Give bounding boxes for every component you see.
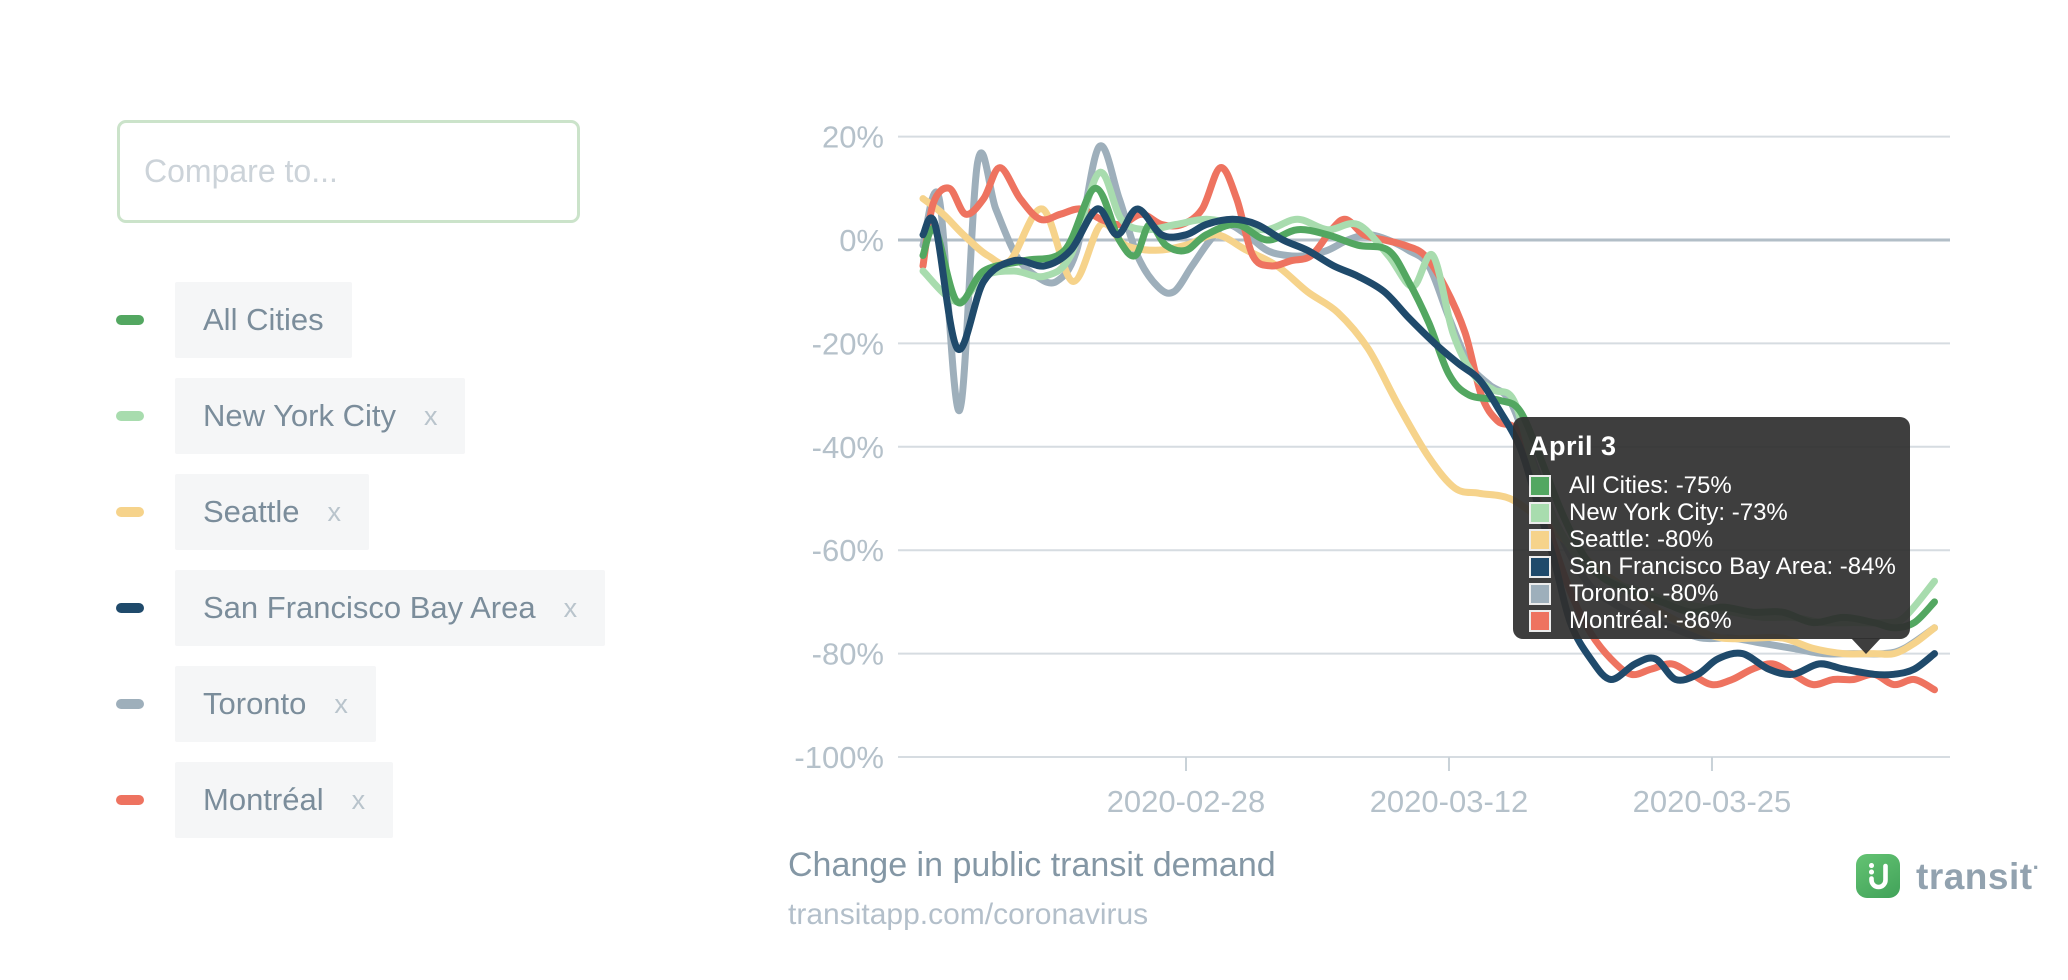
tooltip-swatch-icon-san-francisco-bay-area <box>1529 555 1551 578</box>
trademark-dot: · <box>2032 854 2041 880</box>
legend-chip-all-cities[interactable]: All Cities <box>175 282 352 358</box>
y-axis-label--40: -40% <box>812 430 884 465</box>
tooltip-value-seattle: Seattle: -80% <box>1569 526 1714 553</box>
tooltip-value-toronto: Toronto: -80% <box>1569 580 1719 607</box>
tooltip-row-toronto: Toronto: -80% <box>1525 580 1896 607</box>
tooltip-row-all-cities: All Cities: -75% <box>1525 472 1896 499</box>
chart-tooltip: April 3 All Cities: -75% New York City: -… <box>1513 417 1910 654</box>
legend-dash-icon-montr-al <box>116 795 144 805</box>
tooltip-value-all-cities: All Cities: -75% <box>1569 472 1732 499</box>
x-axis-label-2020-03-25: 2020-03-25 <box>1633 784 1792 819</box>
tooltip-row-montr-al: Montréal: -86% <box>1525 607 1896 634</box>
legend-chip-montr-al[interactable]: Montréal x <box>175 762 394 838</box>
tooltip-value-san-francisco-bay-area: San Francisco Bay Area: -84% <box>1569 553 1896 580</box>
legend-label-toronto: Toronto <box>203 686 307 721</box>
legend-chip-san-francisco-bay-area[interactable]: San Francisco Bay Area x <box>175 570 606 646</box>
tooltip-swatch-icon-new-york-city <box>1529 501 1551 524</box>
tooltip-swatch-icon-all-cities <box>1529 474 1551 497</box>
tooltip-row-san-francisco-bay-area: San Francisco Bay Area: -84% <box>1525 553 1896 580</box>
tooltip-value-montr-al: Montréal: -86% <box>1569 607 1732 634</box>
remove-city-button-san-francisco-bay-area[interactable]: x <box>563 592 578 623</box>
legend-dash-icon-all-cities <box>116 315 144 325</box>
legend-dash-icon-toronto <box>116 699 144 709</box>
remove-city-button-toronto[interactable]: x <box>334 688 348 719</box>
remove-city-button-montr-al[interactable]: x <box>351 784 366 815</box>
legend-chip-toronto[interactable]: Toronto x <box>175 666 376 742</box>
tooltip-row-new-york-city: New York City: -73% <box>1525 499 1896 526</box>
legend-label-san-francisco-bay-area: San Francisco Bay Area <box>203 590 536 625</box>
legend-label-montr-al: Montréal <box>203 782 324 817</box>
legend-dash-icon-seattle <box>116 507 144 517</box>
transit-brand: transit· <box>1856 854 2040 898</box>
legend-dash-icon-san-francisco-bay-area <box>116 603 144 613</box>
tooltip-date: April 3 <box>1529 431 1617 461</box>
y-axis-label--100: -100% <box>794 740 884 775</box>
legend-chip-seattle[interactable]: Seattle x <box>175 474 370 550</box>
y-axis-label-0: 0% <box>839 223 884 258</box>
y-axis-label--80: -80% <box>812 637 884 672</box>
chart-caption: Change in public transit demand <box>788 846 1276 884</box>
legend-dash-icon-new-york-city <box>116 411 144 421</box>
tooltip-swatch-icon-montr-al <box>1529 609 1551 632</box>
y-axis-label--60: -60% <box>812 533 884 568</box>
x-axis-label-2020-02-28: 2020-02-28 <box>1107 784 1266 819</box>
tooltip-rows: All Cities: -75% New York City: -73% Seatt… <box>1525 472 1896 634</box>
chart-source-url: transitapp.com/coronavirus <box>788 898 1149 931</box>
y-axis-label--20: -20% <box>812 326 884 361</box>
tooltip-row-seattle: Seattle: -80% <box>1525 526 1896 553</box>
tooltip-swatch-icon-toronto <box>1529 582 1551 605</box>
remove-city-button-seattle[interactable]: x <box>327 496 342 527</box>
legend-chip-new-york-city[interactable]: New York City x <box>175 378 466 454</box>
y-axis-label-20: 20% <box>822 120 884 155</box>
legend-label-seattle: Seattle <box>203 494 300 529</box>
remove-city-button-new-york-city[interactable]: x <box>423 400 438 431</box>
compare-to-input[interactable] <box>117 120 580 223</box>
tooltip-value-new-york-city: New York City: -73% <box>1569 499 1788 526</box>
x-axis-label-2020-03-12: 2020-03-12 <box>1370 784 1529 819</box>
tooltip-swatch-icon-seattle <box>1529 528 1551 551</box>
transit-logo-icon <box>1856 854 1900 898</box>
transit-wordmark: transit· <box>1916 854 2041 897</box>
legend-label-new-york-city: New York City <box>203 398 396 433</box>
legend-label-all-cities: All Cities <box>203 302 324 337</box>
series-line-san-francisco-bay-area <box>919 205 1938 684</box>
